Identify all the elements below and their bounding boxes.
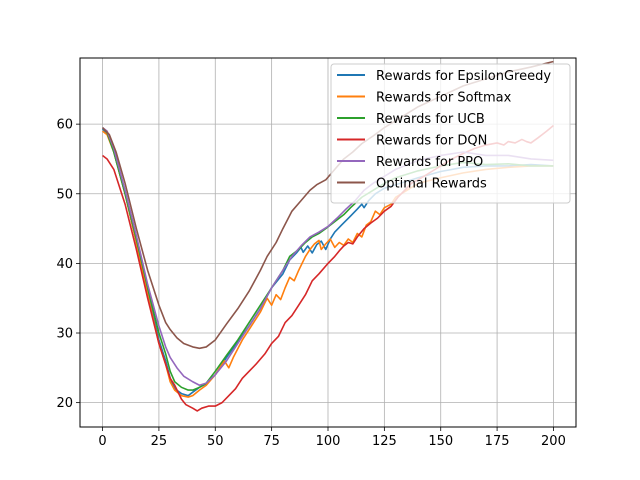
x-tick-label: 175 xyxy=(485,434,510,449)
y-tick-label: 40 xyxy=(56,257,73,272)
y-tick-label: 60 xyxy=(56,118,73,133)
legend-label: Rewards for DQN xyxy=(376,134,487,149)
x-tick-label: 25 xyxy=(151,434,168,449)
legend: Rewards for EpsilonGreedy Rewards for Sof… xyxy=(330,63,571,204)
legend-label: Rewards for EpsilonGreedy xyxy=(376,69,551,84)
x-tick-label: 200 xyxy=(541,434,566,449)
legend-label: Rewards for UCB xyxy=(376,112,485,127)
x-tick-label: 150 xyxy=(428,434,453,449)
x-tick-label: 50 xyxy=(207,434,224,449)
legend-label: Rewards for Softmax xyxy=(376,91,512,106)
y-tick-label: 30 xyxy=(56,327,73,342)
x-tick-label: 125 xyxy=(372,434,397,449)
legend-box xyxy=(330,63,571,204)
legend-label: Optimal Rewards xyxy=(376,177,487,192)
y-tick-label: 50 xyxy=(56,187,73,202)
y-tick-label: 20 xyxy=(56,396,73,411)
x-tick-label: 100 xyxy=(316,434,341,449)
legend-label: Rewards for PPO xyxy=(376,155,483,170)
x-tick-label: 75 xyxy=(263,434,280,449)
axis-ticks: 0 25 50 75 100 125 150 175 200 20 30 40 50 60 xyxy=(56,118,565,449)
x-tick-label: 0 xyxy=(98,434,106,449)
